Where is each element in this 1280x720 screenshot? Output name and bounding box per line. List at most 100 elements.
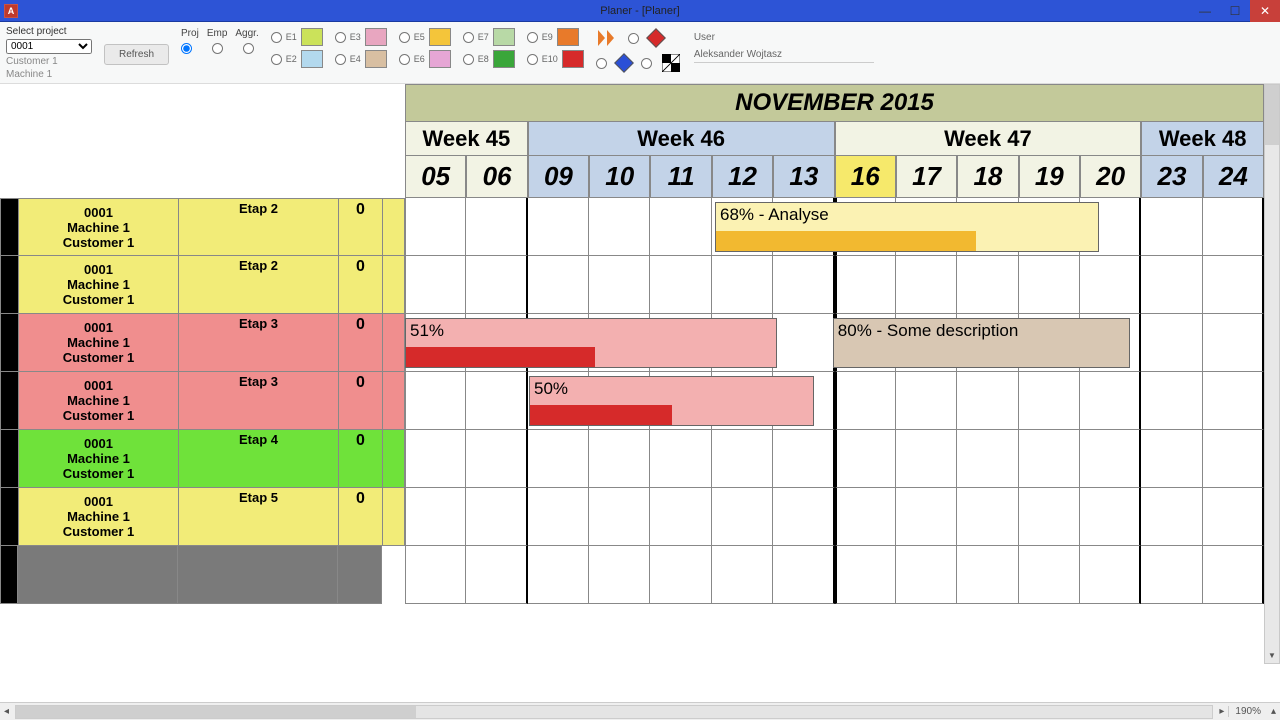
week-header: Week 48 xyxy=(1141,122,1264,156)
bar-label: 80% - Some description xyxy=(838,321,1018,341)
day-header: 23 xyxy=(1141,156,1202,198)
day-header: 09 xyxy=(528,156,589,198)
task-row[interactable]: 0001Machine 1Customer 1Etap 30 xyxy=(0,314,405,372)
flag-icon xyxy=(662,54,682,72)
machine-label: Machine 1 xyxy=(6,69,92,80)
legend-E5[interactable]: E5 xyxy=(399,28,451,46)
month-header: NOVEMBER 2015 xyxy=(405,84,1264,122)
day-header: 17 xyxy=(896,156,957,198)
gantt-bar[interactable]: 80% - Some description xyxy=(833,318,1131,368)
horizontal-scrollbar[interactable] xyxy=(15,705,1213,719)
zoom-stepper-icon[interactable]: ▴ xyxy=(1267,706,1280,717)
gantt-grid[interactable]: 68% - Analyse 51% 80% - Some description 50… xyxy=(405,198,1264,604)
week-header: Week 47 xyxy=(835,122,1142,156)
maximize-button[interactable]: ☐ xyxy=(1220,0,1250,22)
task-row[interactable]: 0001Machine 1Customer 1Etap 40 xyxy=(0,430,405,488)
gantt-bar[interactable]: 51% xyxy=(405,318,777,368)
legend-E4[interactable]: E4 xyxy=(335,50,387,68)
mode-aggr-radio[interactable] xyxy=(243,43,254,54)
day-header: 24 xyxy=(1203,156,1264,198)
hscroll-left-icon[interactable]: ◂ xyxy=(0,706,13,717)
legend: E1 E3 E5 E7 E9 E2 E4 E6 E8 E10 xyxy=(271,26,584,68)
stage-cell: Etap 4 xyxy=(179,430,339,487)
day-headers: 0506091011121316171819202324 xyxy=(405,156,1264,198)
vertical-scrollbar[interactable]: ▲ ▼ xyxy=(1264,84,1280,664)
task-row[interactable]: 0001Machine 1Customer 1Etap 50 xyxy=(0,488,405,546)
task-row[interactable]: 0001Machine 1Customer 1Etap 20 xyxy=(0,198,405,256)
project-dropdown[interactable]: 0001 xyxy=(6,39,92,54)
timeline: NOVEMBER 2015 Week 45Week 46Week 47Week … xyxy=(405,84,1264,604)
gantt-bar[interactable]: 68% - Analyse xyxy=(715,202,1099,252)
mode-proj-radio[interactable] xyxy=(181,43,192,54)
day-header: 10 xyxy=(589,156,650,198)
minimize-button[interactable]: — xyxy=(1190,0,1220,22)
proj-cell: 0001Machine 1Customer 1 xyxy=(19,488,179,545)
empty-row xyxy=(0,546,405,604)
user-name: Aleksander Wojtasz xyxy=(694,49,874,63)
legend-E6[interactable]: E6 xyxy=(399,50,451,68)
task-row[interactable]: 0001Machine 1Customer 1Etap 30 xyxy=(0,372,405,430)
legend-E7[interactable]: E7 xyxy=(463,28,515,46)
project-selector: Select project 0001 Customer 1 Machine 1 xyxy=(6,26,92,80)
bar-progress xyxy=(716,231,976,251)
num-cell: 0 xyxy=(339,372,383,429)
stage-cell: Etap 2 xyxy=(179,256,339,313)
proj-cell: 0001Machine 1Customer 1 xyxy=(19,314,179,371)
num-cell: 0 xyxy=(339,488,383,545)
bar-progress xyxy=(406,347,595,367)
proj-cell: 0001Machine 1Customer 1 xyxy=(19,430,179,487)
task-row[interactable]: 0001Machine 1Customer 1Etap 20 xyxy=(0,256,405,314)
row-handle[interactable] xyxy=(1,199,19,255)
app-icon: A xyxy=(4,4,18,18)
gantt-bar[interactable]: 50% xyxy=(529,376,814,426)
hscroll-right-icon[interactable]: ▸ xyxy=(1215,706,1228,717)
legend-E2[interactable]: E2 xyxy=(271,50,323,68)
bar-label: 68% - Analyse xyxy=(720,205,829,225)
legend-E1[interactable]: E1 xyxy=(271,28,323,46)
stage-cell: Etap 3 xyxy=(179,372,339,429)
legend-E9[interactable]: E9 xyxy=(527,28,579,46)
statusbar: ◂ ▸ 190% ▴ xyxy=(0,702,1280,720)
customer-label: Customer 1 xyxy=(6,56,92,67)
mode-radios: Proj Emp Aggr. xyxy=(181,26,259,56)
stage-cell: Etap 5 xyxy=(179,488,339,545)
mode-proj-label: Proj xyxy=(181,28,199,39)
proj-cell: 0001Machine 1Customer 1 xyxy=(19,256,179,313)
select-project-label: Select project xyxy=(6,26,92,37)
legend-E8[interactable]: E8 xyxy=(463,50,515,68)
row-handle[interactable] xyxy=(1,488,19,545)
num-cell: 0 xyxy=(339,256,383,313)
row-handle[interactable] xyxy=(1,372,19,429)
day-header: 06 xyxy=(466,156,527,198)
mode-emp-radio[interactable] xyxy=(212,43,223,54)
arrows-icon xyxy=(596,28,618,48)
mode-emp-label: Emp xyxy=(207,28,228,39)
zoom-level[interactable]: 190% xyxy=(1228,706,1267,717)
day-header: 16 xyxy=(835,156,896,198)
bar-label: 50% xyxy=(534,379,568,399)
day-header: 05 xyxy=(405,156,466,198)
stage-cell: Etap 3 xyxy=(179,314,339,371)
row-handle[interactable] xyxy=(1,256,19,313)
legend-E3[interactable]: E3 xyxy=(335,28,387,46)
mode-aggr-label: Aggr. xyxy=(235,28,258,39)
num-cell: 0 xyxy=(339,430,383,487)
day-header: 20 xyxy=(1080,156,1141,198)
bar-label: 51% xyxy=(410,321,444,341)
day-header: 18 xyxy=(957,156,1018,198)
user-info: User Aleksander Wojtasz xyxy=(694,26,874,63)
diamond-icon xyxy=(614,53,634,73)
scroll-thumb[interactable] xyxy=(1265,85,1279,145)
user-label: User xyxy=(694,32,874,43)
close-button[interactable]: ✕ xyxy=(1250,0,1280,22)
window-title: Planer - [Planer] xyxy=(600,5,679,17)
proj-cell: 0001Machine 1Customer 1 xyxy=(19,199,179,255)
stage-cell: Etap 2 xyxy=(179,199,339,255)
titlebar: A Planer - [Planer] — ☐ ✕ xyxy=(0,0,1280,22)
diamond-icon xyxy=(646,28,666,48)
row-handle[interactable] xyxy=(1,430,19,487)
row-handle[interactable] xyxy=(1,314,19,371)
legend-E10[interactable]: E10 xyxy=(527,50,584,68)
refresh-button[interactable]: Refresh xyxy=(104,44,169,65)
scroll-down-icon[interactable]: ▼ xyxy=(1265,647,1279,663)
